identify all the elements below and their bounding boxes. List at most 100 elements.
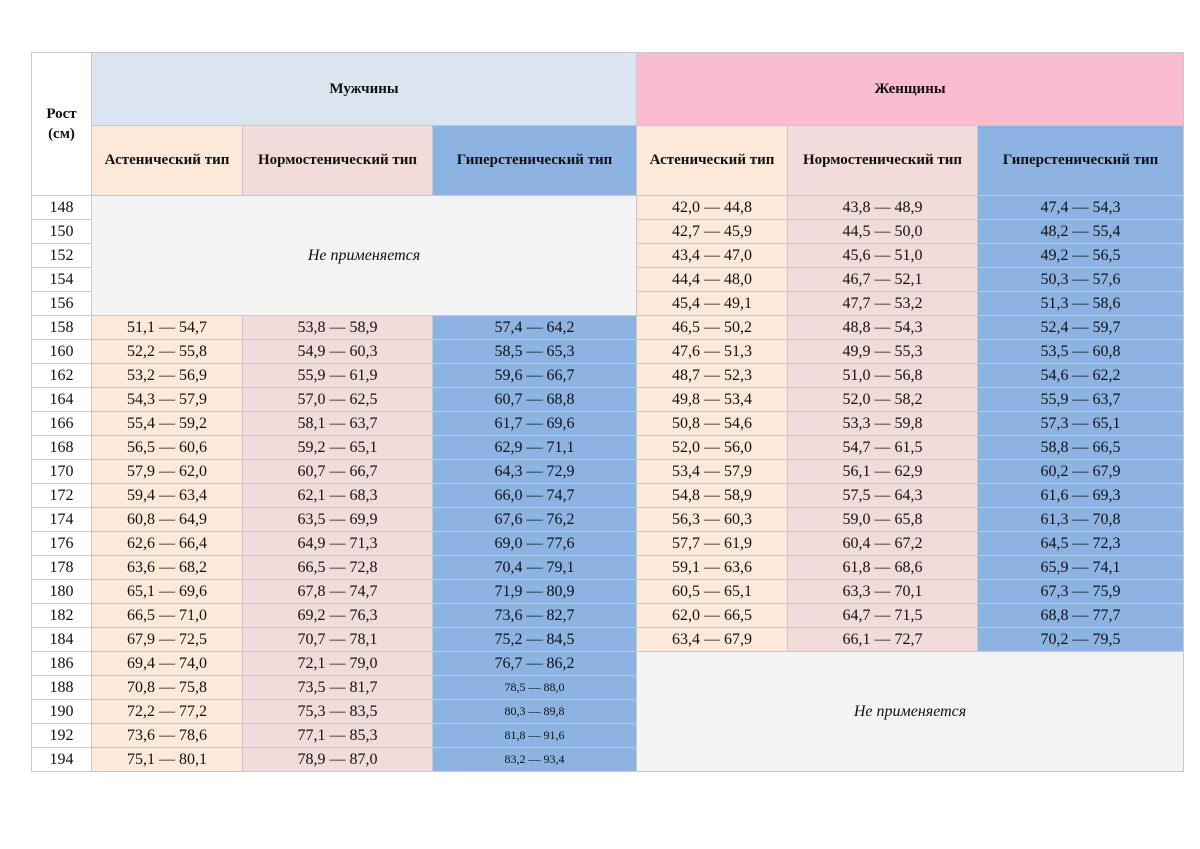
women-asthenic-cell: 43,4 — 47,0 xyxy=(636,243,789,268)
women-hypersthenic-cell: 53,5 — 60,8 xyxy=(977,339,1185,364)
women-hypersthenic-cell: 60,2 — 67,9 xyxy=(977,459,1185,484)
men-normosthenic-cell: 64,9 — 71,3 xyxy=(242,531,433,556)
table-row: 152 43,4 — 47,0 45,6 — 51,0 49,2 — 56,5 xyxy=(31,243,1185,268)
women-asthenic-cell: 49,8 — 53,4 xyxy=(636,387,789,412)
men-asthenic-cell: 67,9 — 72,5 xyxy=(91,627,243,652)
men-normosthenic-cell: 66,5 — 72,8 xyxy=(242,555,433,580)
women-normosthenic-cell: 46,7 — 52,1 xyxy=(787,267,979,292)
women-normosthenic-header: Нормостенический тип xyxy=(787,125,979,196)
men-normosthenic-cell: 73,5 — 81,7 xyxy=(242,675,433,700)
women-hypersthenic-cell: 68,8 — 77,7 xyxy=(977,603,1185,628)
height-header-line1: Рост xyxy=(46,106,77,122)
men-normosthenic-cell: 69,2 — 76,3 xyxy=(242,603,433,628)
men-asthenic-cell: 55,4 — 59,2 xyxy=(91,411,243,436)
women-normosthenic-cell: 53,3 — 59,8 xyxy=(787,411,979,436)
men-hypersthenic-cell: 60,7 — 68,8 xyxy=(431,387,638,412)
women-asthenic-cell: 42,0 — 44,8 xyxy=(636,195,789,220)
men-hypersthenic-cell: 62,9 — 71,1 xyxy=(431,435,638,460)
table-body: 148 Не применяется 42,0 — 44,8 43,8 — 48,9 4… xyxy=(31,195,1185,772)
women-asthenic-cell: 42,7 — 45,9 xyxy=(636,219,789,244)
women-hypersthenic-cell: 47,4 — 54,3 xyxy=(977,195,1185,220)
men-normosthenic-cell: 62,1 — 68,3 xyxy=(242,483,433,508)
men-normosthenic-cell: 57,0 — 62,5 xyxy=(242,387,433,412)
men-asthenic-header: Астенический тип xyxy=(91,125,243,196)
men-normosthenic-cell: 60,7 — 66,7 xyxy=(242,459,433,484)
table-row: 192 73,6 — 78,6 77,1 — 85,3 81,8 — 91,6 xyxy=(31,723,1184,748)
men-asthenic-cell: 63,6 — 68,2 xyxy=(91,555,243,580)
men-hypersthenic-cell: 61,7 — 69,6 xyxy=(431,411,638,436)
women-not-applicable: Не применяется xyxy=(636,651,1185,772)
height-cell: 158 xyxy=(31,315,92,340)
women-normosthenic-cell: 59,0 — 65,8 xyxy=(787,507,979,532)
women-asthenic-cell: 54,8 — 58,9 xyxy=(636,483,789,508)
men-asthenic-cell: 56,5 — 60,6 xyxy=(91,435,243,460)
height-cell: 188 xyxy=(31,675,92,700)
women-asthenic-cell: 44,4 — 48,0 xyxy=(636,267,789,292)
women-asthenic-cell: 59,1 — 63,6 xyxy=(636,555,789,580)
table-row: 176 62,6 — 66,4 64,9 — 71,3 69,0 — 77,6 57,7… xyxy=(31,531,1185,556)
women-normosthenic-cell: 63,3 — 70,1 xyxy=(787,579,979,604)
height-cell: 192 xyxy=(31,723,92,748)
men-asthenic-cell: 72,2 — 77,2 xyxy=(91,699,243,724)
table-row: 194 75,1 — 80,1 78,9 — 87,0 83,2 — 93,4 xyxy=(31,747,1184,772)
table-row: 168 56,5 — 60,6 59,2 — 65,1 62,9 — 71,1 52,0… xyxy=(31,435,1185,460)
women-normosthenic-cell: 61,8 — 68,6 xyxy=(787,555,979,580)
height-cell: 164 xyxy=(31,387,92,412)
men-asthenic-cell: 53,2 — 56,9 xyxy=(91,363,243,388)
men-normosthenic-cell: 55,9 — 61,9 xyxy=(242,363,433,388)
table-row: 186 69,4 — 74,0 72,1 — 79,0 76,7 — 86,2 Не п… xyxy=(31,651,1185,772)
women-asthenic-cell: 48,7 — 52,3 xyxy=(636,363,789,388)
men-normosthenic-cell: 77,1 — 85,3 xyxy=(242,723,433,748)
height-cell: 176 xyxy=(31,531,92,556)
height-cell: 184 xyxy=(31,627,92,652)
women-hypersthenic-cell: 51,3 — 58,6 xyxy=(977,291,1185,316)
height-cell: 170 xyxy=(31,459,92,484)
men-hypersthenic-cell: 64,3 — 72,9 xyxy=(431,459,638,484)
height-cell: 150 xyxy=(31,219,92,244)
women-hypersthenic-cell: 49,2 — 56,5 xyxy=(977,243,1185,268)
table-row: 172 59,4 — 63,4 62,1 — 68,3 66,0 — 74,7 54,8… xyxy=(31,483,1185,508)
women-normosthenic-cell: 60,4 — 67,2 xyxy=(787,531,979,556)
women-asthenic-cell: 47,6 — 51,3 xyxy=(636,339,789,364)
women-hypersthenic-cell: 58,8 — 66,5 xyxy=(977,435,1185,460)
table-row: 162 53,2 — 56,9 55,9 — 61,9 59,6 — 66,7 48,7… xyxy=(31,363,1185,388)
women-hypersthenic-cell: 52,4 — 59,7 xyxy=(977,315,1185,340)
height-cell: 168 xyxy=(31,435,92,460)
height-header-line2: (см) xyxy=(48,126,75,142)
women-normosthenic-cell: 56,1 — 62,9 xyxy=(787,459,979,484)
men-normosthenic-cell: 58,1 — 63,7 xyxy=(242,411,433,436)
table-row: 182 66,5 — 71,0 69,2 — 76,3 73,6 — 82,7 62,0… xyxy=(31,603,1185,628)
height-cell: 178 xyxy=(31,555,92,580)
table-row: 178 63,6 — 68,2 66,5 — 72,8 70,4 — 79,1 59,1… xyxy=(31,555,1185,580)
height-cell: 148 xyxy=(31,195,92,220)
men-normosthenic-cell: 54,9 — 60,3 xyxy=(242,339,433,364)
men-asthenic-cell: 59,4 — 63,4 xyxy=(91,483,243,508)
women-asthenic-cell: 62,0 — 66,5 xyxy=(636,603,789,628)
men-group-header: Мужчины xyxy=(90,52,638,126)
men-asthenic-cell: 60,8 — 64,9 xyxy=(91,507,243,532)
men-not-applicable: Не применяется xyxy=(90,195,638,316)
men-asthenic-cell: 57,9 — 62,0 xyxy=(91,459,243,484)
women-normosthenic-cell: 66,1 — 72,7 xyxy=(787,627,979,652)
women-normosthenic-cell: 57,5 — 64,3 xyxy=(787,483,979,508)
men-hypersthenic-cell: 73,6 — 82,7 xyxy=(431,603,638,628)
women-asthenic-cell: 53,4 — 57,9 xyxy=(636,459,789,484)
table-row: 160 52,2 — 55,8 54,9 — 60,3 58,5 — 65,3 47,6… xyxy=(31,339,1185,364)
men-hypersthenic-cell: 78,5 — 88,0 xyxy=(431,675,638,700)
women-asthenic-cell: 45,4 — 49,1 xyxy=(636,291,789,316)
women-asthenic-cell: 60,5 — 65,1 xyxy=(636,579,789,604)
table-row: 158 51,1 — 54,7 53,8 — 58,9 57,4 — 64,2 46,5… xyxy=(31,315,1185,340)
men-hypersthenic-cell: 69,0 — 77,6 xyxy=(431,531,638,556)
height-cell: 186 xyxy=(31,651,92,676)
women-normosthenic-cell: 52,0 — 58,2 xyxy=(787,387,979,412)
men-asthenic-cell: 69,4 — 74,0 xyxy=(91,651,243,676)
women-hypersthenic-cell: 55,9 — 63,7 xyxy=(977,387,1185,412)
women-hypersthenic-header: Гиперстенический тип xyxy=(977,125,1185,196)
men-hypersthenic-cell: 81,8 — 91,6 xyxy=(431,723,638,748)
table-row: 180 65,1 — 69,6 67,8 — 74,7 71,9 — 80,9 60,5… xyxy=(31,579,1185,604)
women-normosthenic-cell: 47,7 — 53,2 xyxy=(787,291,979,316)
women-hypersthenic-cell: 57,3 — 65,1 xyxy=(977,411,1185,436)
women-normosthenic-cell: 45,6 — 51,0 xyxy=(787,243,979,268)
table-row: 154 44,4 — 48,0 46,7 — 52,1 50,3 — 57,6 xyxy=(31,267,1185,292)
men-asthenic-cell: 73,6 — 78,6 xyxy=(91,723,243,748)
